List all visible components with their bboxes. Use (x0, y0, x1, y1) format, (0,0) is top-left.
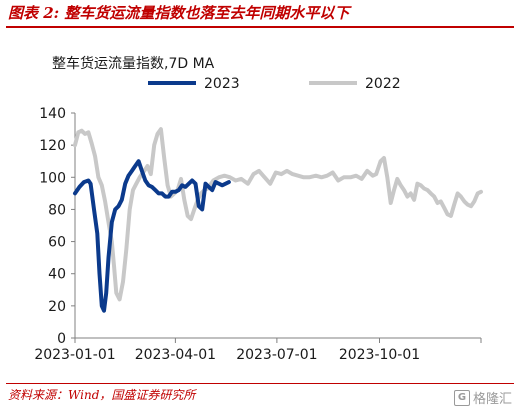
series-layer (73, 127, 483, 313)
y-tick-label: 120 (39, 138, 66, 154)
figure-title: 图表 2: 整车货运流量指数也落至去年同期水平以下 (8, 4, 350, 22)
source-rule (6, 383, 514, 384)
legend-label-2022: 2022 (365, 76, 401, 92)
watermark-logo-icon: G (453, 389, 470, 406)
axes: 0 20 40 60 80 100 120 140 2023-01-01 2023-04-01 20… (34, 106, 482, 363)
legend: 2023 2022 (148, 76, 401, 92)
watermark: G 格隆汇 (453, 388, 512, 407)
x-tick-label: 2023-07-01 (236, 347, 317, 363)
source-note: 资料来源：Wind，国盛证券研究所 (8, 388, 196, 402)
series-line-2023 (73, 159, 231, 313)
title-rule (6, 26, 514, 28)
y-tick-label: 0 (57, 331, 66, 347)
y-tick-label: 100 (39, 170, 66, 186)
series-line-2022 (73, 127, 483, 302)
y-tick-label: 40 (48, 267, 66, 283)
line-chart: 整车货运流量指数,7D MA 2023 2022 0 20 40 60 80 100 120… (34, 55, 483, 363)
y-tick-label: 140 (39, 106, 66, 122)
x-tick-label: 2023-04-01 (135, 347, 216, 363)
y-tick-label: 60 (48, 235, 66, 251)
legend-label-2023: 2023 (204, 76, 240, 92)
watermark-text: 格隆汇 (472, 392, 512, 407)
x-tick-label: 2023-01-01 (34, 347, 115, 363)
chart-title: 整车货运流量指数,7D MA (52, 55, 215, 72)
x-tick-label: 2023-10-01 (339, 347, 420, 363)
y-tick-label: 20 (48, 299, 66, 315)
y-tick-label: 80 (48, 202, 66, 218)
